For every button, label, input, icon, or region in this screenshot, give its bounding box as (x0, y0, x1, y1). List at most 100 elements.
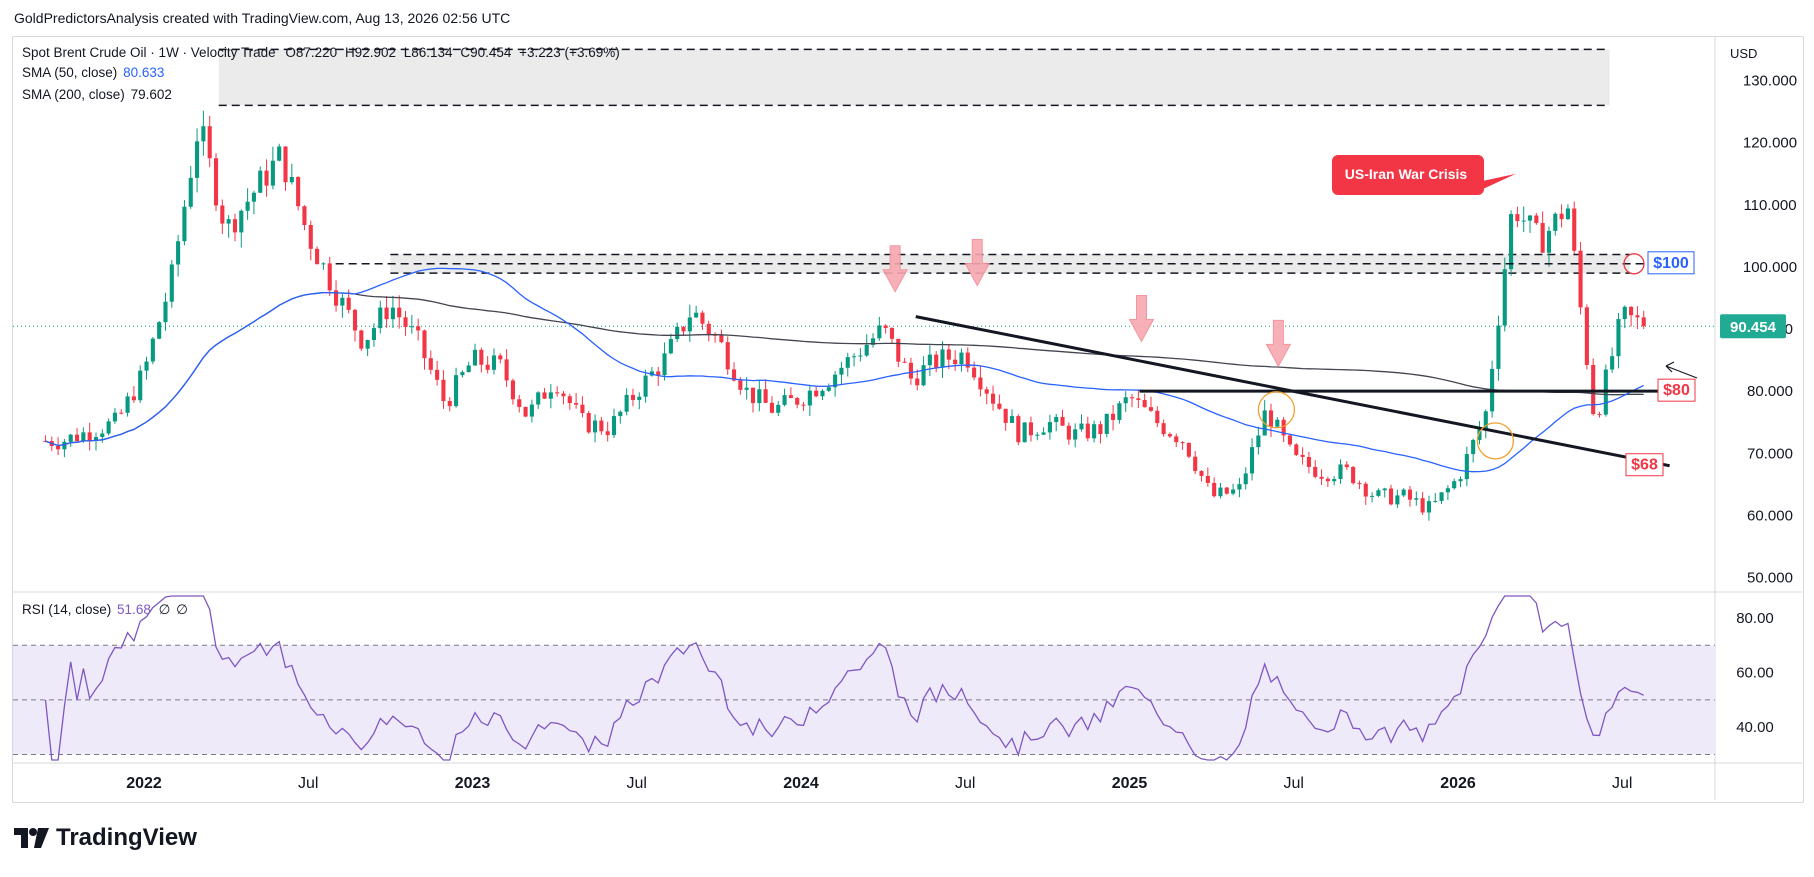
symbol-legend[interactable]: Spot Brent Crude Oil · 1W · Velocity Tra… (22, 45, 620, 60)
candle-body (1136, 398, 1141, 400)
candle-body (371, 328, 377, 341)
candle-body (687, 317, 692, 332)
candle-body (883, 325, 888, 328)
candle-body (1338, 464, 1343, 480)
candle-body (239, 210, 244, 233)
candle-body (150, 338, 155, 362)
candle-body (858, 355, 863, 357)
candle-body (852, 356, 857, 358)
candle-body (529, 404, 534, 417)
candle-body (1496, 325, 1501, 369)
candle-body (447, 400, 452, 407)
candle-body (1060, 416, 1065, 426)
candle-body (1407, 489, 1413, 500)
candle-body (1388, 488, 1394, 505)
candle-body (915, 378, 920, 386)
event-callout-box (1332, 155, 1516, 195)
candle-body (327, 263, 332, 291)
candle-body (1502, 269, 1507, 326)
candle-body (138, 370, 143, 401)
candle-body (574, 403, 579, 405)
sma50-value: 80.633 (123, 65, 165, 80)
candle-body (201, 126, 206, 142)
candle-body (258, 170, 263, 193)
candle-body (567, 396, 572, 404)
price-tick-label: 80.000 (1747, 383, 1793, 400)
rsi-line (44, 595, 1644, 761)
time-tick-label: Jul (627, 775, 647, 792)
candle-body (555, 392, 560, 394)
rsi-legend[interactable]: RSI (14, close) 51.68 ∅ ∅ (22, 602, 188, 618)
candle-body (902, 361, 907, 363)
tradingview-logo[interactable]: TradingView (14, 824, 197, 852)
candle-body (220, 205, 225, 224)
candle-body (251, 192, 256, 202)
time-tick-label: Jul (955, 775, 975, 792)
candle-body (953, 359, 958, 365)
red-down-arrow (882, 245, 908, 293)
candle-body (1174, 436, 1179, 443)
candle-body (643, 375, 648, 397)
time-axis: 2022 Jul 2023 Jul 2024 Jul 2025 Jul 2026 Jul (126, 775, 1632, 792)
candle-body (504, 359, 509, 381)
currency-label[interactable]: USD (1730, 46, 1758, 61)
candle-body (384, 307, 389, 320)
candle-body (207, 126, 212, 159)
candle-body (889, 327, 895, 339)
breakout-circle (1257, 391, 1296, 429)
candle-body (378, 307, 383, 329)
candle-body (1313, 466, 1318, 477)
candle-body (441, 379, 446, 401)
level-100-tag-text: $100 (1653, 255, 1689, 272)
symbol-title: Spot Brent Crude Oil · 1W · Velocity Tra… (22, 45, 276, 60)
candle-body (1117, 403, 1122, 420)
candle-body (435, 369, 440, 380)
candle-body (1306, 456, 1311, 467)
candle-body (586, 413, 591, 433)
candle-body (870, 338, 876, 345)
candle-body (788, 395, 793, 399)
candle-body (801, 404, 806, 406)
candle-body (270, 160, 275, 186)
candle-body (283, 146, 288, 183)
sma200-line (45, 291, 1644, 447)
candle-body (1521, 220, 1526, 222)
candle-body (1022, 422, 1027, 443)
candle-body (1275, 419, 1280, 427)
candle-body (1376, 490, 1381, 496)
last-price-text: 90.454 (1730, 319, 1777, 336)
candle-body (1401, 489, 1406, 496)
candle-body (232, 219, 238, 233)
level-80-tag-text: $80 (1663, 382, 1690, 399)
candle-body (125, 396, 130, 413)
candle-body (1268, 410, 1274, 427)
candle-body (163, 301, 168, 323)
resistance-zones (13, 48, 1715, 327)
candle-body (1199, 470, 1204, 476)
candle-body (1016, 416, 1021, 443)
rsi-tick-label: 60.00 (1736, 665, 1774, 682)
sma200-legend[interactable]: SMA (200, close) 79.602 (22, 87, 172, 102)
candle-body (397, 307, 402, 318)
candle-body (308, 224, 313, 249)
candle-body (1534, 215, 1539, 224)
candle-body (428, 358, 433, 370)
candle-body (144, 361, 149, 371)
candle-body (738, 380, 743, 390)
candle-body (523, 406, 528, 417)
candle-body (637, 396, 642, 400)
candle-body (656, 371, 661, 376)
level-80-tag: $80 (1657, 378, 1696, 402)
candle-body (820, 390, 825, 397)
time-tick-label: Jul (1284, 775, 1304, 792)
candle-body (814, 390, 819, 397)
candle-body (1287, 435, 1293, 445)
candle-body (169, 264, 174, 302)
candle-body (731, 369, 737, 381)
candle-body (119, 412, 124, 414)
sma50-legend[interactable]: SMA (50, close) 80.633 (22, 65, 164, 80)
resistance-zone (218, 49, 1610, 106)
candle-body (1515, 214, 1520, 222)
ohlc-change: +3.223 (+3.69%) (519, 45, 620, 60)
